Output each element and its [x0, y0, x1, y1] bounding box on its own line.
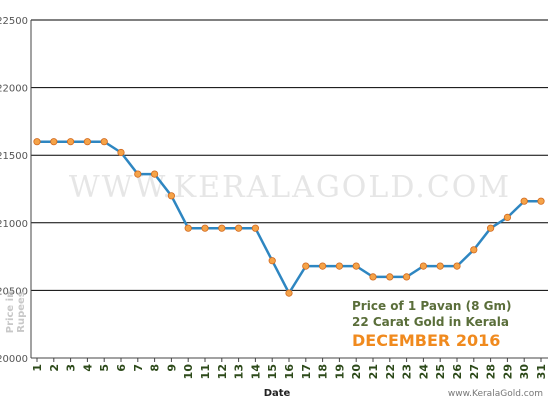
data-point-18 [318, 262, 327, 270]
info-line-pavan: Price of 1 Pavan (8 Gm) [352, 299, 512, 313]
x-tick-label-5: 5 [98, 364, 111, 372]
x-tick-labels: 1 2 3 4 5 6 7 8 9 10 11 12 13 14 15 16 17 18 19 20 21 22 23 24 2… [31, 358, 548, 379]
data-point-27 [470, 246, 478, 254]
x-tick-label-29: 29 [501, 364, 514, 379]
data-point-3 [67, 138, 75, 146]
x-tick-label-7: 7 [132, 364, 145, 372]
footer-site: www.KeralaGold.com [448, 389, 543, 399]
grid-lines [31, 19, 548, 291]
y-tick-label-20000: 20000 [0, 354, 28, 365]
data-point-13 [235, 224, 243, 232]
data-point-29 [503, 213, 511, 221]
y-tick-label-22000: 22000 [0, 84, 28, 95]
y-axis-label-line2: Rupees [16, 291, 27, 333]
x-tick-label-11: 11 [199, 364, 212, 379]
x-tick-label-17: 17 [300, 364, 313, 379]
x-tick-label-9: 9 [165, 364, 178, 372]
x-tick-label-6: 6 [115, 364, 128, 372]
y-axis-label-line1: Price in [5, 291, 16, 333]
x-tick-label-12: 12 [216, 364, 229, 379]
y-tick-label-21000: 21000 [0, 219, 28, 230]
data-point-31 [537, 197, 545, 205]
x-tick-label-28: 28 [485, 364, 498, 379]
data-point-2 [50, 138, 58, 146]
data-point-10 [184, 224, 192, 232]
data-point-12 [218, 224, 226, 232]
data-point-25 [436, 262, 444, 270]
x-tick-label-21: 21 [367, 364, 380, 379]
x-tick-label-20: 20 [350, 364, 363, 380]
y-tick-label-22500: 22500 [0, 16, 28, 27]
data-point-19 [335, 262, 343, 270]
data-point-5 [100, 138, 108, 146]
data-point-26 [453, 262, 461, 270]
data-point-6 [117, 148, 125, 157]
x-tick-label-25: 25 [434, 364, 447, 379]
x-tick-label-19: 19 [333, 364, 346, 379]
data-point-1 [33, 138, 41, 146]
x-tick-label-30: 30 [518, 364, 531, 380]
data-point-17 [302, 262, 310, 270]
data-point-16 [285, 289, 293, 297]
y-tick-label-20500: 20500 [0, 286, 28, 297]
x-tick-label-2: 2 [48, 364, 61, 372]
y-tick-label-21500: 21500 [0, 151, 28, 162]
data-point-4 [83, 138, 92, 146]
x-tick-label-8: 8 [149, 364, 162, 372]
x-axis-label: Date [264, 388, 291, 399]
data-point-9 [167, 192, 175, 200]
data-point-22 [386, 273, 394, 281]
data-point-14 [251, 224, 259, 232]
x-tick-label-23: 23 [401, 364, 414, 379]
x-tick-label-31: 31 [535, 364, 548, 379]
data-points [33, 138, 545, 297]
data-point-24 [419, 262, 427, 270]
x-tick-label-1: 1 [31, 364, 44, 372]
info-line-carat: 22 Carat Gold in Kerala [352, 315, 509, 329]
x-tick-label-16: 16 [283, 364, 296, 380]
data-point-20 [352, 262, 360, 270]
y-tick-labels: 20000 20500 21000 21500 22000 22500 [0, 16, 28, 365]
info-line-month: DECEMBER 2016 [352, 331, 500, 350]
data-point-28 [486, 224, 495, 232]
x-tick-label-14: 14 [249, 364, 262, 380]
x-tick-label-4: 4 [81, 364, 94, 372]
x-tick-label-26: 26 [451, 364, 464, 380]
data-point-11 [201, 224, 209, 232]
data-point-23 [402, 273, 411, 281]
watermark-text: WWW.KERALAGOLD.COM [69, 170, 511, 205]
data-point-21 [369, 273, 377, 281]
x-tick-label-27: 27 [468, 364, 481, 379]
x-tick-label-15: 15 [266, 364, 279, 379]
x-tick-label-13: 13 [233, 364, 246, 379]
x-tick-label-22: 22 [384, 364, 397, 379]
x-tick-label-24: 24 [417, 364, 430, 380]
data-point-8 [151, 170, 159, 178]
data-point-7 [134, 170, 142, 178]
series-line [37, 140, 541, 296]
data-point-30 [520, 197, 528, 205]
x-tick-label-18: 18 [317, 364, 330, 379]
y-axis-label: Price in Rupees [5, 291, 27, 333]
x-tick-label-3: 3 [65, 364, 78, 372]
data-point-15 [268, 257, 276, 265]
x-tick-label-10: 10 [182, 364, 195, 380]
